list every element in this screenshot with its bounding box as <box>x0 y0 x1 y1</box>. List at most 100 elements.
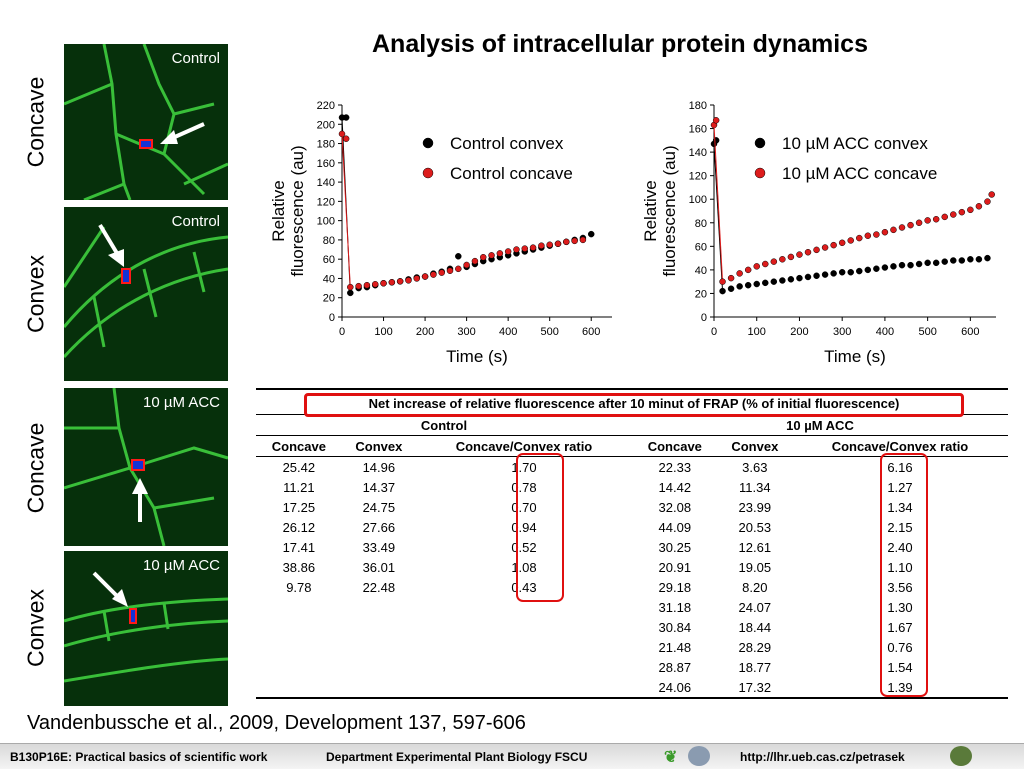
data-point <box>727 285 735 292</box>
data-point <box>881 264 889 271</box>
data-point <box>924 259 931 267</box>
data-point <box>421 273 429 280</box>
table-row: 28.87 18.77 1.54 <box>256 657 1008 677</box>
y-axis-label: Relative <box>641 180 660 241</box>
data-point <box>941 258 948 265</box>
data-point <box>579 236 587 244</box>
bleach-drop-line <box>713 124 724 282</box>
x-tick-label: 200 <box>416 326 434 338</box>
side-label: Convex <box>22 589 49 667</box>
column-header: Concave <box>271 438 326 454</box>
table-cell: 20.91 <box>658 559 692 575</box>
data-point <box>587 230 595 238</box>
table-cell: 33.49 <box>362 539 396 555</box>
data-point <box>873 265 880 272</box>
table-cell: 1.34 <box>887 499 913 515</box>
column-header: Convex <box>731 438 779 454</box>
data-point <box>736 283 743 290</box>
table-cell: 24.06 <box>658 679 692 695</box>
group-header-control: Control <box>256 414 632 436</box>
data-point <box>864 232 872 239</box>
data-point <box>821 271 829 278</box>
data-point <box>856 267 863 275</box>
slide-title: Analysis of intracellular protein dynami… <box>372 30 868 58</box>
table-cell: 18.77 <box>738 659 772 675</box>
y-tick-label: 140 <box>317 177 335 189</box>
y-tick-label: 180 <box>689 100 707 112</box>
side-label: Concave <box>22 422 49 514</box>
data-point <box>967 206 974 214</box>
y-axis-label: fluorescence (au) <box>660 145 679 276</box>
table-cell: 0.76 <box>887 639 913 655</box>
table-row: 9.78 22.48 0.43 29.18 8.20 3.56 <box>256 577 1008 597</box>
data-point <box>856 234 863 242</box>
data-point <box>762 279 769 287</box>
data-point <box>736 270 743 277</box>
data-point <box>504 248 512 255</box>
data-point <box>796 251 803 258</box>
table-cell: 22.48 <box>362 579 396 595</box>
y-tick-label: 120 <box>689 171 707 183</box>
y-tick-label: 60 <box>323 254 335 266</box>
table-cell: 17.32 <box>738 679 772 695</box>
table-cell <box>256 677 342 697</box>
website-link[interactable]: http://lhr.ueb.cas.cz/petrasek <box>740 750 905 764</box>
table-cell <box>342 597 416 617</box>
data-point <box>932 259 940 267</box>
microscopy-image-control-convex: Control <box>64 207 228 381</box>
y-axis-label: Relative <box>269 180 288 241</box>
x-tick-label: 100 <box>748 326 766 338</box>
x-tick-label: 100 <box>374 326 392 338</box>
data-point <box>975 203 983 210</box>
data-point <box>984 254 991 262</box>
data-point <box>546 241 553 248</box>
frap-chart-control: 0 20 40 60 80 100 120 140 160 180 200 220 0 100 200 300… <box>269 100 612 366</box>
data-point <box>388 279 396 286</box>
x-tick-label: 300 <box>833 326 851 338</box>
data-point <box>529 244 537 251</box>
data-point <box>821 244 829 251</box>
data-point <box>719 278 726 285</box>
table-cell: 1.39 <box>887 679 913 695</box>
data-point <box>915 260 923 268</box>
data-point <box>881 228 889 236</box>
y-tick-label: 80 <box>695 218 707 230</box>
table-cell: 14.42 <box>658 479 692 495</box>
data-point <box>744 266 752 274</box>
data-point <box>554 240 562 248</box>
table-row: 11.21 14.37 0.78 14.42 11.34 1.27 <box>256 477 1008 497</box>
group-header-acc: 10 µM ACC <box>631 414 1008 436</box>
y-tick-label: 40 <box>695 265 707 277</box>
y-tick-label: 80 <box>323 235 335 247</box>
y-tick-label: 200 <box>317 119 335 131</box>
table-cell: 11.21 <box>283 479 315 495</box>
data-point <box>347 289 354 297</box>
cell-walls-graphic <box>64 223 228 359</box>
y-tick-label: 100 <box>689 194 707 206</box>
data-point <box>396 278 404 285</box>
data-point <box>496 250 504 257</box>
table-cell <box>256 657 342 677</box>
legend-marker <box>754 137 766 149</box>
data-point <box>727 274 735 282</box>
table-cell: 14.96 <box>362 459 396 475</box>
column-header: Convex <box>355 438 403 454</box>
x-tick-label: 300 <box>457 326 475 338</box>
column-header: Concave <box>647 438 702 454</box>
data-point <box>513 246 520 253</box>
table-cell: 18.44 <box>738 619 772 635</box>
y-tick-label: 40 <box>323 273 335 285</box>
data-point <box>355 282 362 290</box>
data-point <box>342 114 350 121</box>
table-cell: 44.09 <box>658 519 692 535</box>
x-axis-label: Time (s) <box>824 347 886 366</box>
data-point <box>975 256 983 263</box>
data-point <box>847 268 854 276</box>
data-point <box>744 281 752 289</box>
frap-chart-acc: 0 20 40 60 80 100 120 140 160 180 0 100 200 300 400 500… <box>641 100 996 366</box>
x-tick-label: 0 <box>339 326 345 338</box>
data-point <box>907 261 914 269</box>
cell-walls-graphic <box>64 571 228 683</box>
y-tick-label: 140 <box>689 147 707 159</box>
table-cell: 22.33 <box>658 459 692 475</box>
